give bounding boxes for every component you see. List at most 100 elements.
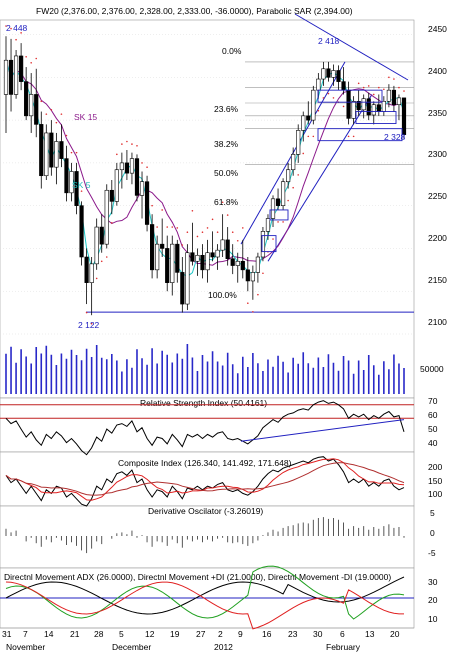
svg-text:February: February [326, 642, 361, 652]
svg-text:November: November [6, 642, 45, 652]
candle-body [19, 55, 24, 82]
candle-body [170, 243, 175, 283]
candle-body [114, 169, 119, 202]
high-right-label: 2 418 [318, 36, 340, 46]
svg-text:13: 13 [365, 629, 375, 639]
price-tick-2200: 2200 [428, 233, 447, 243]
candle-body [245, 269, 250, 282]
candle-body [396, 97, 402, 106]
candle-body [225, 239, 230, 260]
price-panel [0, 19, 415, 399]
sar-dot [221, 201, 224, 204]
candle-body [311, 89, 316, 121]
sar-dot [383, 88, 385, 91]
svg-text:28: 28 [94, 629, 104, 639]
svg-text:30: 30 [428, 577, 438, 587]
sar-dot [272, 238, 274, 240]
downtrend-line [294, 13, 409, 81]
chart-title: FW20 (2,376.00, 2,376.00, 2,328.00, 2,33… [36, 6, 353, 16]
price-tick-2300: 2300 [428, 149, 447, 159]
candle-body [326, 68, 331, 78]
candle-body [160, 243, 165, 249]
candle-body [144, 181, 150, 225]
low-left-label: 2 122 [78, 320, 100, 330]
sar-dot [146, 166, 148, 168]
sar-dot [10, 27, 12, 30]
candle-body [371, 104, 376, 116]
candle-body [200, 254, 205, 271]
sar-dot [156, 226, 158, 228]
svg-text:61.8%: 61.8% [214, 197, 239, 207]
candle-body [220, 239, 225, 251]
svg-text:20: 20 [428, 595, 438, 605]
candle-body [49, 132, 54, 168]
sar-dot [131, 143, 133, 145]
sar-dot [75, 151, 78, 154]
svg-text:7: 7 [23, 629, 28, 639]
sar-dot [126, 140, 128, 143]
sar-dot [317, 109, 320, 112]
sar-dot [312, 135, 315, 138]
svg-text:100: 100 [428, 489, 442, 499]
sar-dot [231, 231, 234, 233]
derivative-y-axis: 5 0 -5 [428, 508, 436, 558]
sar-dot [277, 221, 279, 223]
sar-dot [252, 310, 254, 313]
candle-body [301, 115, 306, 131]
price-tick-2150: 2150 [428, 275, 447, 285]
sar-dot [216, 231, 219, 233]
sar-dot [226, 214, 229, 216]
sar-dot [327, 92, 330, 95]
candle-body [361, 98, 366, 111]
sar-dot [372, 93, 375, 96]
composite-panel: Composite Index (126.340, 141.492, 171.6… [0, 451, 415, 507]
candle-body [29, 94, 34, 117]
candle-body [104, 189, 109, 245]
rsi-trendline [240, 419, 405, 442]
candle-body [13, 55, 19, 95]
sar-dot [121, 143, 123, 145]
candle-body [275, 198, 281, 206]
candle-body [195, 254, 200, 262]
candle-body [84, 256, 89, 283]
sar-dot [342, 105, 345, 108]
svg-text:14: 14 [44, 629, 54, 639]
sar-dot [297, 174, 300, 176]
candle-body [39, 124, 44, 177]
sk15-label: SK 15 [74, 112, 97, 122]
sar-dot [403, 90, 405, 92]
svg-text:20: 20 [390, 629, 400, 639]
candle-body [260, 231, 266, 258]
candle-body [286, 169, 291, 183]
dmi-plus-line [5, 565, 405, 620]
sar-dot [116, 153, 118, 156]
sar-dot [347, 135, 350, 138]
sk5-label: SK 5 [72, 180, 91, 190]
sar-dot [5, 25, 7, 27]
sar-dot [30, 61, 32, 64]
sar-dot [60, 113, 63, 115]
price-tick-2450: 2450 [428, 24, 447, 34]
candle-body [296, 130, 301, 155]
candle-body [139, 181, 145, 196]
svg-text:9: 9 [238, 629, 243, 639]
sar-dot [176, 227, 179, 229]
rsi-line [5, 400, 405, 456]
svg-text:12: 12 [145, 629, 155, 639]
candle-body [155, 243, 160, 271]
price-box [355, 111, 397, 125]
candle-body [185, 252, 190, 305]
price-box [261, 235, 277, 253]
fib-labels: 0.0% 23.6% 38.2% 50.0% 61.8% 100.0% [208, 46, 242, 300]
sar-dot [393, 78, 395, 80]
sar-dot [136, 144, 138, 147]
sar-dot [15, 38, 17, 41]
candle-body [346, 89, 351, 119]
candle-body [316, 78, 321, 91]
candle-body [321, 68, 326, 80]
derivative-panel: Derivative Oscilator (-3.26019) [0, 505, 415, 569]
candle-body [255, 256, 260, 273]
derivative-title: Derivative Oscilator (-3.26019) [148, 506, 263, 516]
svg-text:21: 21 [70, 629, 80, 639]
sar-dot [236, 239, 239, 242]
